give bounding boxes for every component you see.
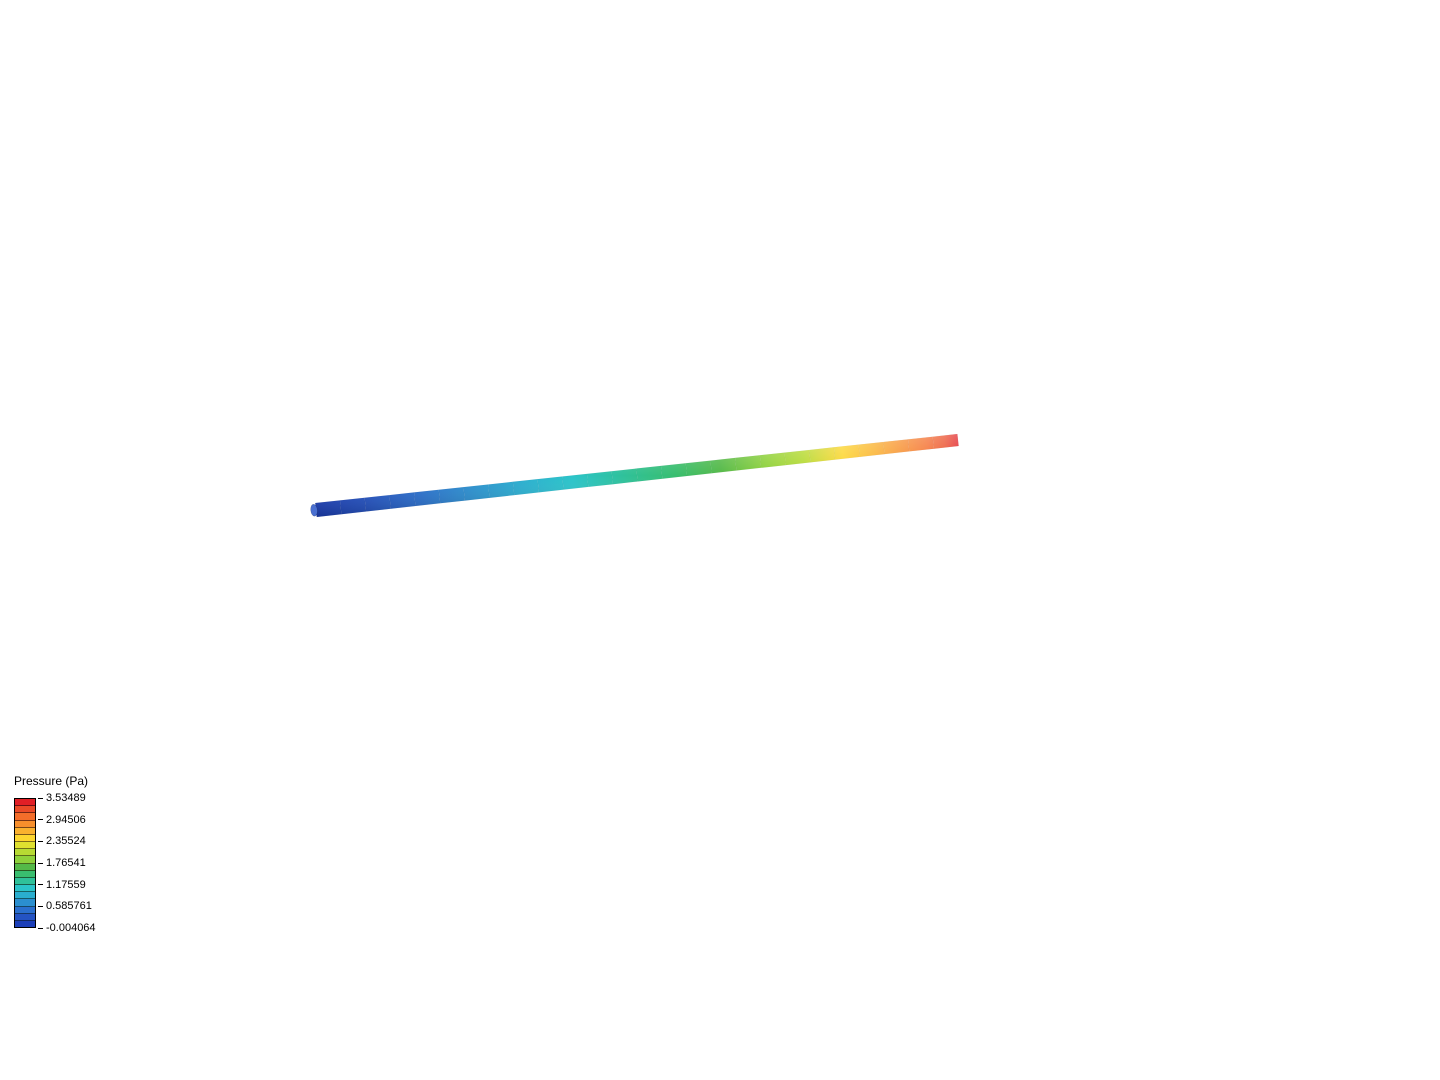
legend-tick: 1.17559 (38, 879, 86, 891)
legend-tick-label: 1.76541 (46, 857, 86, 869)
legend-tick: -0.004064 (38, 922, 96, 934)
legend-color-band (15, 914, 35, 921)
legend-tick: 3.53489 (38, 792, 86, 804)
legend-tick-label: -0.004064 (46, 922, 96, 934)
legend-tick: 2.94506 (38, 814, 86, 826)
legend-color-band (15, 821, 35, 828)
legend-color-band (15, 806, 35, 813)
legend-title: Pressure (Pa) (14, 774, 108, 788)
legend-tick-label: 1.17559 (46, 879, 86, 891)
legend-tick-label: 3.53489 (46, 792, 86, 804)
legend-tick-label: 0.585761 (46, 900, 92, 912)
legend-color-band (15, 907, 35, 914)
legend-tick-label: 2.35524 (46, 835, 86, 847)
legend-color-band (15, 856, 35, 863)
legend-tick: 0.585761 (38, 900, 92, 912)
legend-body: 3.534892.945062.355241.765411.175590.585… (14, 798, 108, 928)
legend-color-band (15, 864, 35, 871)
legend-tick: 2.35524 (38, 835, 86, 847)
pressure-pipe-visualization (0, 0, 1440, 1080)
legend-color-band (15, 892, 35, 899)
color-legend: Pressure (Pa) 3.53489 2.94506 2.35524 1.765… (14, 774, 108, 928)
pipe-shading (315, 434, 958, 517)
legend-color-band (15, 878, 35, 885)
legend-color-band (15, 835, 35, 842)
legend-colorbar (14, 798, 36, 928)
viewport: Pressure (Pa) 3.53489 2.94506 2.35524 1.765… (0, 0, 1440, 1080)
legend-color-band (15, 842, 35, 849)
legend-tick: 1.76541 (38, 857, 86, 869)
legend-tick-label: 2.94506 (46, 814, 86, 826)
legend-color-band (15, 799, 35, 806)
legend-color-band (15, 885, 35, 892)
legend-ticks: 3.534892.945062.355241.765411.175590.585… (38, 798, 108, 928)
legend-color-band (15, 828, 35, 835)
legend-color-band (15, 813, 35, 820)
legend-color-band (15, 921, 35, 927)
legend-color-band (15, 899, 35, 906)
legend-color-band (15, 849, 35, 856)
legend-color-band (15, 871, 35, 878)
